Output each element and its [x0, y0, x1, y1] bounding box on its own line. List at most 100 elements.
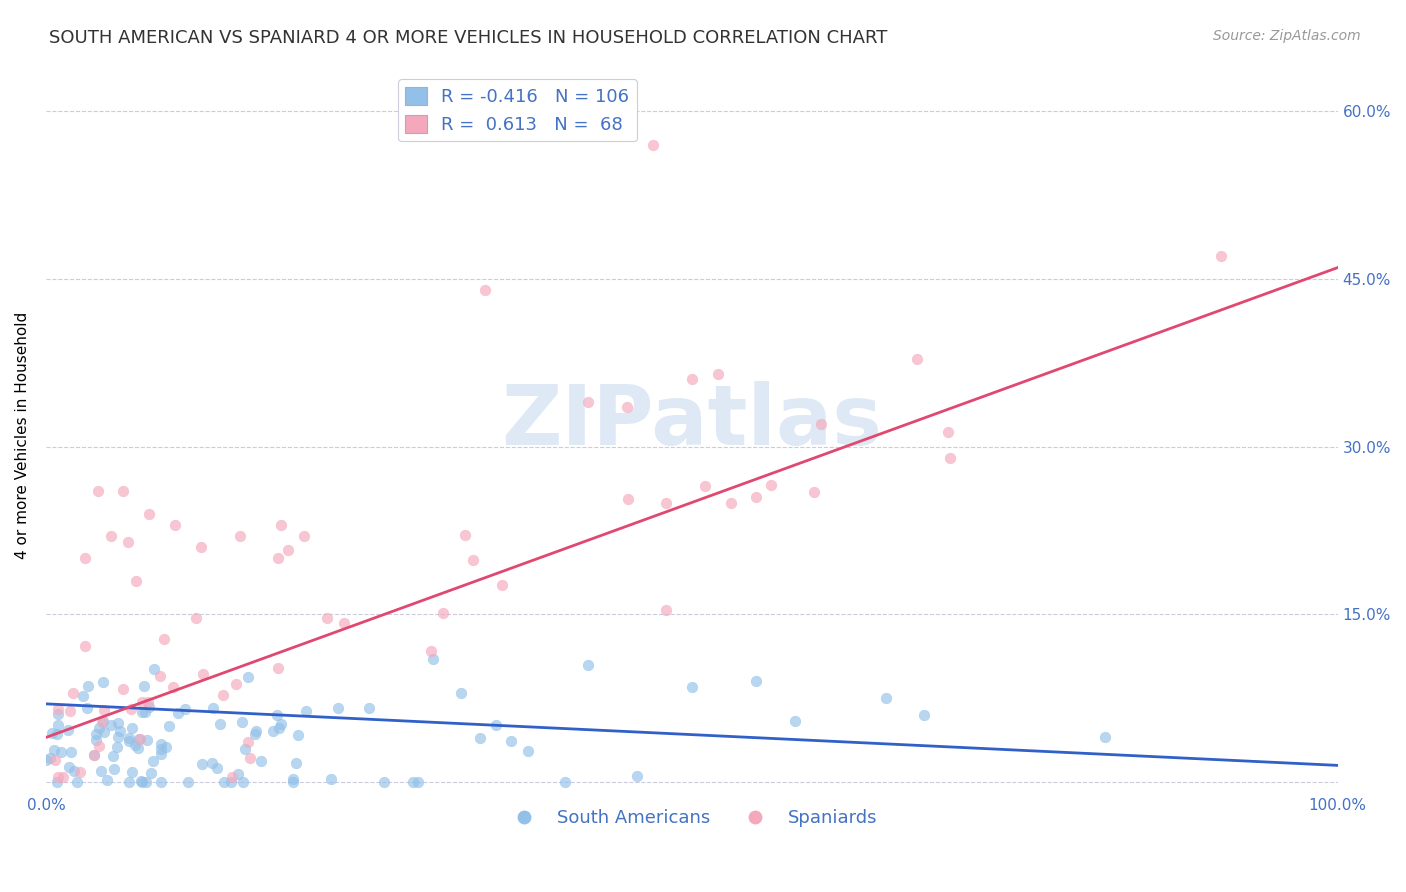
- Point: [233, 742, 256, 756]
- Point: [177, 775, 200, 789]
- Point: [135, 733, 157, 747]
- Point: [745, 490, 768, 504]
- Point: [41, 726, 63, 740]
- Point: [201, 756, 224, 771]
- Text: Source: ZipAtlas.com: Source: ZipAtlas.com: [1213, 29, 1361, 43]
- Point: [207, 761, 229, 775]
- Point: [269, 721, 291, 735]
- Point: [287, 728, 309, 742]
- Point: [225, 677, 247, 691]
- Point: [120, 702, 142, 716]
- Point: [112, 682, 135, 697]
- Point: [93, 724, 115, 739]
- Point: [87, 739, 110, 754]
- Point: [75, 640, 97, 654]
- Point: [49, 746, 72, 760]
- Point: [785, 714, 807, 728]
- Point: [201, 700, 224, 714]
- Point: [46, 707, 69, 722]
- Point: [131, 706, 153, 720]
- Point: [84, 733, 107, 747]
- Text: ZIPatlas: ZIPatlas: [502, 381, 883, 461]
- Point: [73, 551, 96, 566]
- Point: [105, 739, 128, 754]
- Point: [328, 700, 350, 714]
- Point: [138, 507, 160, 521]
- Point: [128, 732, 150, 747]
- Point: [209, 716, 232, 731]
- Point: [315, 611, 337, 625]
- Point: [193, 667, 215, 681]
- Point: [59, 745, 82, 759]
- Point: [461, 553, 484, 567]
- Point: [939, 450, 962, 465]
- Point: [139, 766, 162, 780]
- Point: [96, 772, 118, 787]
- Point: [212, 775, 235, 789]
- Point: [100, 717, 122, 731]
- Point: [578, 657, 600, 672]
- Point: [150, 747, 173, 762]
- Point: [281, 772, 304, 786]
- Point: [406, 775, 429, 789]
- Point: [153, 632, 176, 647]
- Point: [474, 283, 496, 297]
- Point: [655, 495, 678, 509]
- Point: [90, 764, 112, 779]
- Point: [110, 724, 132, 739]
- Point: [578, 394, 600, 409]
- Point: [221, 770, 243, 784]
- Point: [554, 775, 576, 789]
- Point: [93, 703, 115, 717]
- Point: [136, 695, 159, 709]
- Point: [118, 731, 141, 745]
- Point: [626, 769, 648, 783]
- Point: [245, 727, 267, 741]
- Point: [270, 717, 292, 731]
- Point: [267, 551, 290, 566]
- Point: [87, 721, 110, 735]
- Point: [46, 702, 69, 716]
- Point: [373, 775, 395, 789]
- Point: [912, 708, 935, 723]
- Point: [499, 734, 522, 748]
- Point: [118, 775, 141, 789]
- Point: [491, 577, 513, 591]
- Point: [121, 721, 143, 735]
- Point: [803, 484, 825, 499]
- Point: [184, 611, 207, 625]
- Point: [281, 775, 304, 789]
- Legend: South Americans, Spaniards: South Americans, Spaniards: [499, 802, 884, 834]
- Point: [76, 679, 98, 693]
- Point: [124, 738, 146, 752]
- Point: [66, 775, 89, 789]
- Point: [262, 723, 284, 738]
- Point: [681, 372, 703, 386]
- Point: [226, 767, 249, 781]
- Point: [693, 479, 716, 493]
- Point: [107, 715, 129, 730]
- Point: [231, 714, 253, 729]
- Point: [149, 742, 172, 756]
- Point: [420, 644, 443, 658]
- Point: [149, 737, 172, 751]
- Point: [759, 477, 782, 491]
- Point: [91, 674, 114, 689]
- Point: [745, 674, 768, 689]
- Point: [63, 764, 86, 778]
- Point: [162, 680, 184, 694]
- Point: [292, 529, 315, 543]
- Point: [239, 751, 262, 765]
- Point: [191, 756, 214, 771]
- Point: [117, 535, 139, 549]
- Point: [155, 739, 177, 754]
- Point: [905, 352, 928, 367]
- Point: [62, 686, 84, 700]
- Point: [121, 764, 143, 779]
- Point: [165, 517, 187, 532]
- Point: [117, 734, 139, 748]
- Point: [58, 760, 80, 774]
- Point: [83, 747, 105, 762]
- Point: [125, 574, 148, 588]
- Point: [236, 670, 259, 684]
